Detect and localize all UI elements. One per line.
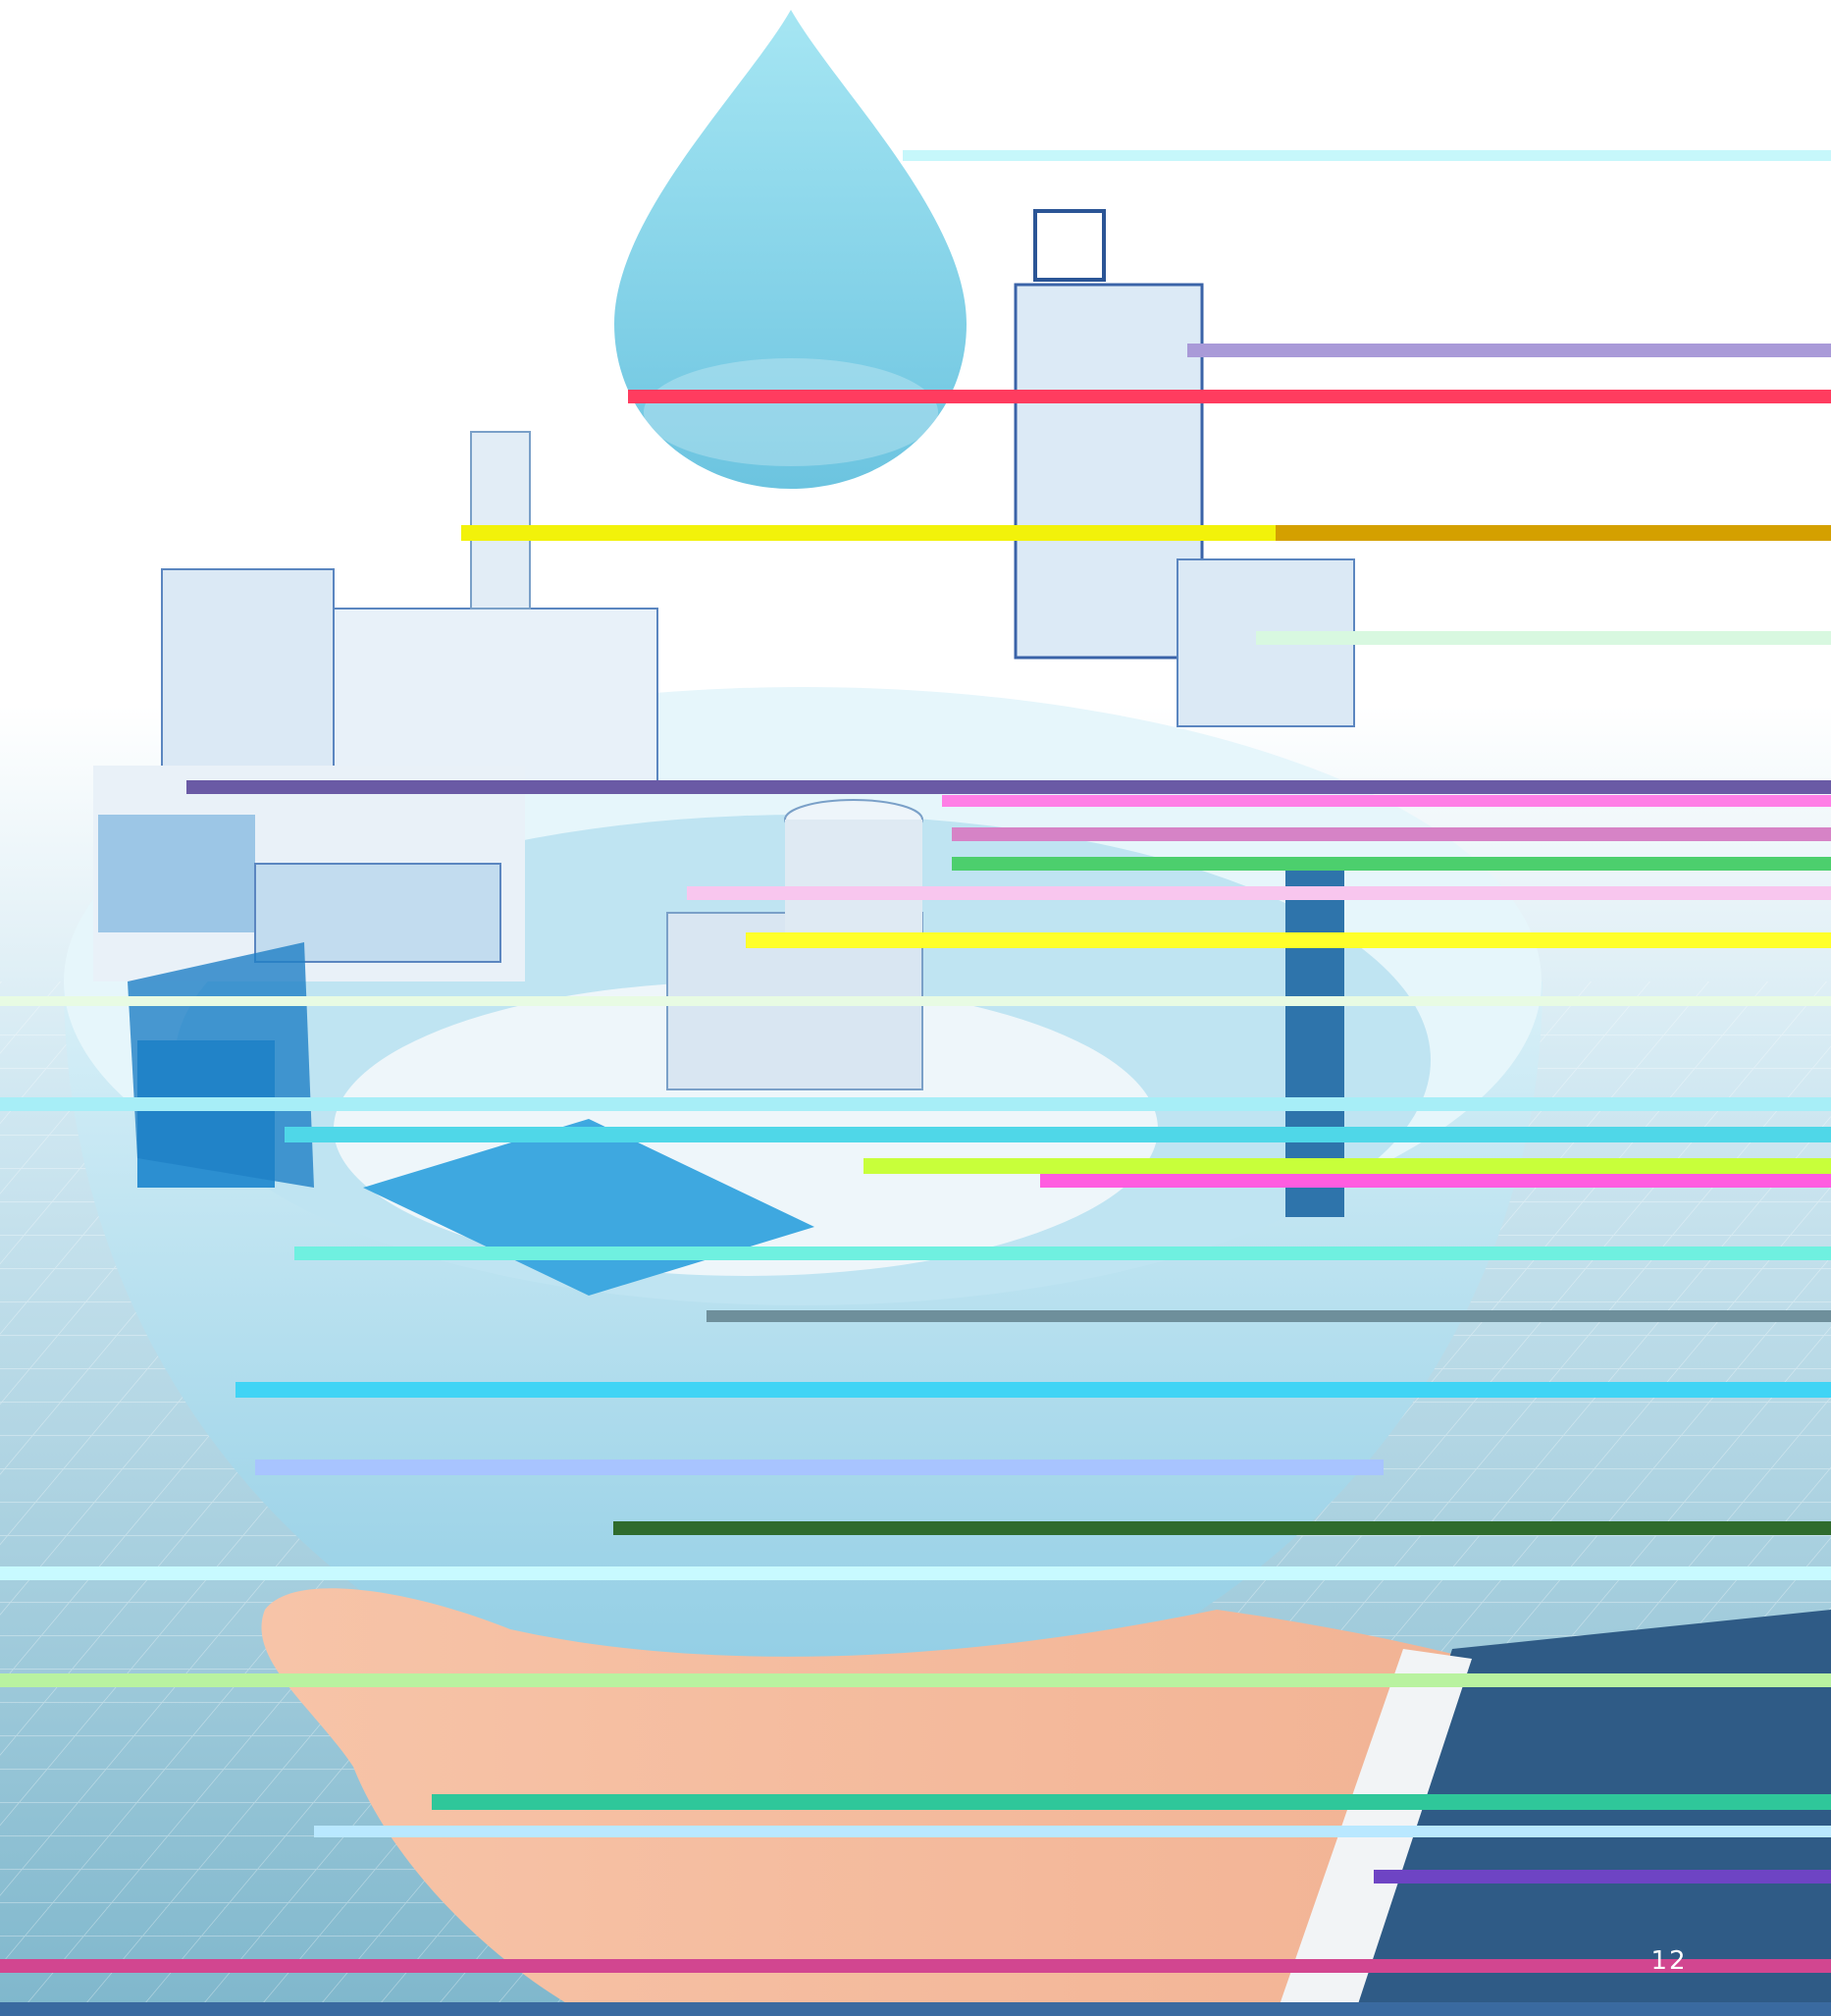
- buildings-part: [333, 608, 658, 786]
- water-drop-part: [614, 10, 967, 489]
- hand-part: [0, 1673, 1831, 1687]
- hand-part: [0, 2002, 1831, 2016]
- glitch-lines-part: [942, 795, 1831, 807]
- glitch-lines-part: [1276, 525, 1831, 541]
- water-drop-part: [644, 358, 938, 466]
- glitch-lines-part: [186, 780, 1831, 794]
- glitch-lines-part: [706, 1310, 1831, 1322]
- page-number: 12: [1650, 1946, 1687, 1976]
- glitch-lines-part: [687, 886, 1831, 900]
- buildings: [93, 209, 1355, 1296]
- glitch-lines-part: [294, 1247, 1831, 1260]
- hand-part: [432, 1794, 1831, 1810]
- buildings-part: [1014, 283, 1204, 660]
- buildings-part: [785, 820, 922, 937]
- glitch-lines-part: [863, 1158, 1831, 1174]
- glitch-lines-part: [285, 1127, 1831, 1142]
- buildings-part: [470, 431, 531, 610]
- hand-part: [0, 1959, 1831, 1973]
- glitch-lines-part: [0, 1566, 1831, 1580]
- glitch-lines-part: [613, 1521, 1831, 1535]
- buildings-part: [161, 568, 335, 776]
- hand-part: [314, 1826, 1831, 1837]
- glitch-lines-part: [1256, 631, 1831, 645]
- glitch-lines-part: [255, 1459, 1384, 1475]
- glitch-lines-part: [952, 827, 1831, 841]
- glitch-lines-part: [1187, 344, 1831, 357]
- glitch-lines-part: [0, 996, 1831, 1006]
- buildings-part: [128, 942, 314, 1188]
- glitch-lines-part: [0, 1097, 1831, 1111]
- hand-part: [1334, 1610, 1831, 2016]
- glitch-lines-part: [746, 932, 1831, 948]
- hand: [0, 1588, 1831, 2016]
- glitch-lines-part: [235, 1382, 1831, 1398]
- buildings-part: [1033, 209, 1106, 282]
- buildings-part: [98, 815, 255, 932]
- glitch-lines-part: [952, 857, 1831, 871]
- glitch-lines: [0, 150, 1831, 1580]
- glitch-lines-part: [1040, 1174, 1831, 1188]
- water-drop: [614, 10, 967, 489]
- glitch-lines-part: [628, 390, 1831, 403]
- glitch-lines-part: [903, 150, 1831, 161]
- hand-part: [1374, 1870, 1831, 1883]
